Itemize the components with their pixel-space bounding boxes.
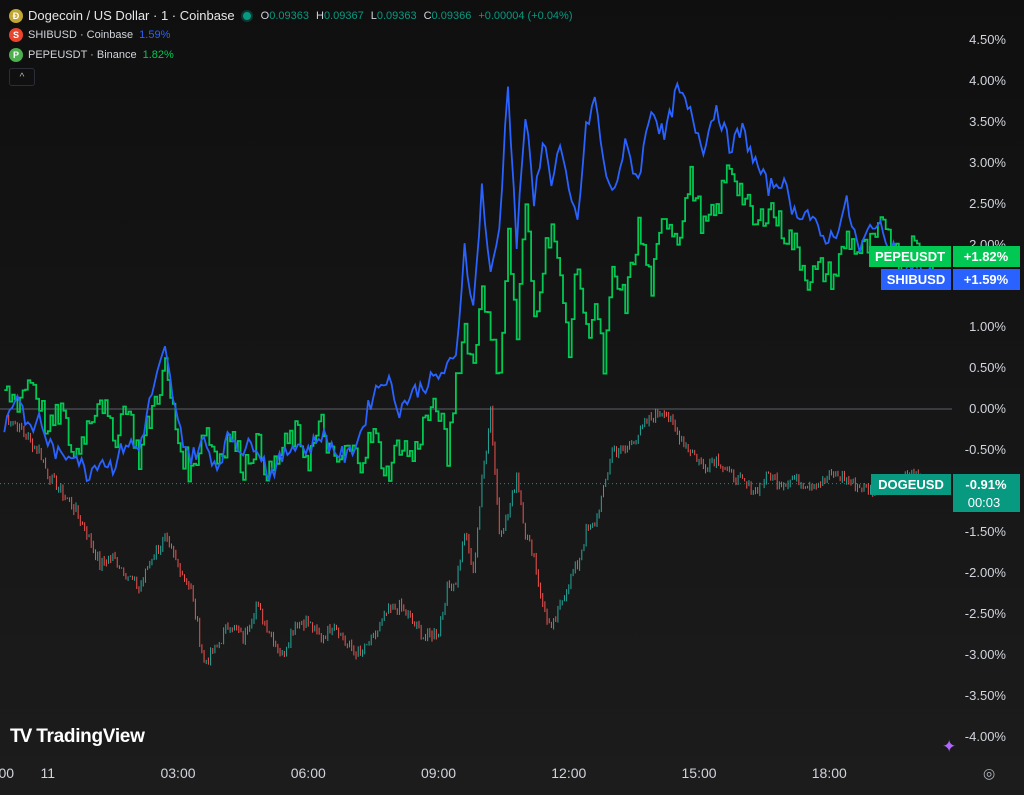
dogeusd-countdown-text: 00:03 (968, 495, 1001, 510)
y-tick-label: 3.00% (969, 155, 1006, 170)
y-tick-label: -0.50% (965, 442, 1007, 457)
dogeusd-name-text: DOGEUSD (878, 477, 944, 492)
pepeusdt-label: PEPEUSDT · Binance (28, 49, 137, 61)
ohlc-high: H0.09367 (315, 9, 364, 22)
pepeusdt-percent: 1.82% (142, 49, 174, 61)
y-tick-label: 1.00% (969, 319, 1006, 334)
y-tick-label: -2.00% (965, 565, 1007, 580)
settings-icon: ◎ (983, 766, 995, 782)
shibusd-name-tag (881, 269, 951, 290)
dogecoin-icon: Ð (9, 8, 23, 23)
x-tick-label: 15:00 (682, 765, 717, 781)
pepeusdt-value-tag (953, 246, 1020, 267)
shibusd-value-tag (953, 269, 1020, 290)
pepeusdt-value-text: +1.82% (964, 249, 1009, 264)
y-tick-label: 0.00% (969, 401, 1006, 416)
ohlc-change: +0.00004 (+0.04%) (478, 9, 573, 22)
x-tick-label: 03:00 (160, 765, 195, 781)
x-tick-label: 18:00 (812, 765, 847, 781)
main-symbol-row[interactable]: Ð Dogecoin / US Dollar · 1 · Coinbase O0… (9, 6, 576, 25)
pepeusdt-name-text: PEPEUSDT (875, 249, 945, 264)
y-tick-label: 4.00% (969, 73, 1006, 88)
legend-row-shibusd[interactable]: S SHIBUSD · Coinbase 1.59% (9, 25, 576, 45)
y-tick-label: -4.00% (965, 729, 1007, 744)
x-tick-label: 06:00 (291, 765, 326, 781)
y-tick-label: 4.50% (969, 32, 1006, 47)
shibusd-value-text: +1.59% (964, 272, 1009, 287)
shibusd-percent: 1.59% (139, 29, 171, 41)
y-tick-label: -2.50% (965, 606, 1007, 621)
y-tick-label: -1.50% (965, 524, 1007, 539)
main-symbol-title[interactable]: Dogecoin / US Dollar · 1 · Coinbase (28, 8, 235, 23)
market-open-indicator (242, 11, 251, 20)
dogeusd-name-tag (871, 474, 951, 495)
pepe-icon: P (9, 48, 23, 62)
dogeusd-value-text: -0.91% (965, 477, 1007, 492)
pepeusdt-name-tag (869, 246, 951, 267)
tradingview-logo[interactable]: TV TradingView (10, 726, 145, 748)
chart-legend: Ð Dogecoin / US Dollar · 1 · Coinbase O0… (9, 6, 576, 86)
y-tick-label: 0.50% (969, 360, 1006, 375)
ohlc-open: O0.09363 (260, 9, 309, 22)
y-tick-label: 2.50% (969, 196, 1006, 211)
x-tick-label: 11 (40, 765, 55, 781)
ohlc-low: L0.09363 (370, 9, 417, 22)
x-tick-label: 12:00 (551, 765, 586, 781)
chevron-up-icon: ^ (19, 71, 25, 83)
legend-row-pepeusdt[interactable]: P PEPEUSDT · Binance 1.82% (9, 45, 576, 65)
x-tick-label: :00 (0, 765, 14, 781)
shibusd-label: SHIBUSD · Coinbase (28, 29, 134, 41)
ohlc-close: C0.09366 (423, 9, 472, 22)
bottom-strip (0, 790, 1024, 795)
shibusd-name-text: SHIBUSD (887, 272, 946, 287)
y-tick-label: 3.50% (969, 114, 1006, 129)
shiba-icon: S (9, 28, 23, 42)
sparkle-icon: ✦ (942, 737, 956, 757)
y-tick-label: -3.00% (965, 647, 1007, 662)
collapse-legend-button[interactable]: ^ (9, 68, 35, 86)
tradingview-logo-mark: TV (10, 726, 32, 747)
tradingview-logo-text: TradingView (36, 726, 145, 747)
x-tick-label: 09:00 (421, 765, 456, 781)
pepeusdt-series-line (4, 164, 937, 483)
shibusd-series-line (3, 80, 937, 483)
y-tick-label: -3.50% (965, 688, 1007, 703)
dogeusd-value-tag (953, 474, 1020, 512)
